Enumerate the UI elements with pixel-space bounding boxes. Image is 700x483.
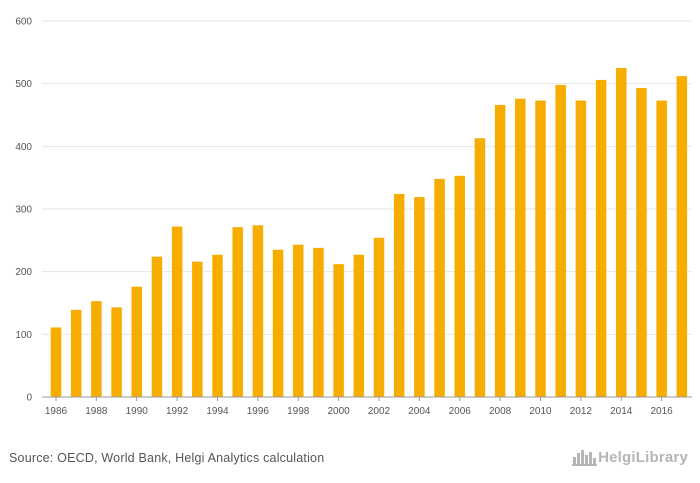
x-tick-label: 1992: [166, 406, 189, 417]
x-tick-label: 1998: [287, 406, 310, 417]
bar-1999[interactable]: [313, 247, 324, 397]
bar-1997[interactable]: [272, 249, 284, 397]
bar-chart: 0 100 200 300 400 500 600 1986 1988 1990 1992 1994…: [15, 17, 692, 417]
bar-2004[interactable]: [414, 197, 425, 397]
bar-2012[interactable]: [575, 100, 587, 397]
x-tick-label: 1988: [85, 406, 108, 417]
bar-2016[interactable]: [656, 100, 667, 397]
bar-2017[interactable]: [676, 76, 688, 398]
x-tick-label: 2008: [489, 406, 512, 417]
bar-2001[interactable]: [353, 254, 365, 397]
bar-1992[interactable]: [171, 226, 183, 397]
bar-1995[interactable]: [232, 227, 243, 397]
x-tick-label: 2014: [610, 406, 633, 417]
y-tick-label: 200: [15, 267, 32, 278]
bar-1990[interactable]: [131, 286, 143, 397]
bar-1998[interactable]: [293, 244, 304, 397]
chart-footer: Source: OECD, World Bank, Helgi Analytic…: [0, 448, 700, 470]
bar-2003[interactable]: [393, 193, 405, 397]
x-tick-label: 2002: [368, 406, 391, 417]
y-tick-label: 600: [15, 17, 32, 28]
bar-1986[interactable]: [50, 327, 62, 397]
x-tick-label: 2004: [408, 406, 431, 417]
bar-2005[interactable]: [434, 178, 445, 397]
x-tick-label: 2000: [328, 406, 351, 417]
x-tick-label: 1990: [126, 406, 149, 417]
bar-2008[interactable]: [494, 104, 506, 397]
brand-name: HelgiLibrary: [598, 448, 688, 466]
x-tick-label: 1994: [206, 406, 229, 417]
bar-1994[interactable]: [212, 254, 223, 397]
source-note: Source: OECD, World Bank, Helgi Analytic…: [9, 451, 325, 465]
bar-2015[interactable]: [636, 88, 647, 398]
bar-1989[interactable]: [111, 307, 122, 397]
bar-2011[interactable]: [555, 84, 566, 398]
brand-logo[interactable]: HelgiLibrary: [572, 448, 688, 466]
x-tick-label: 1996: [247, 406, 270, 417]
bar-2014[interactable]: [616, 68, 627, 397]
city-skyline-icon: [572, 450, 598, 466]
x-tick-label: 2016: [651, 406, 674, 417]
bar-1993[interactable]: [192, 261, 203, 397]
bars: [50, 68, 688, 398]
x-axis: 1986 1988 1990 1992 1994 1996 1998 2000 2002 2004…: [45, 397, 673, 417]
y-axis: 0 100 200 300 400 500 600: [15, 17, 32, 404]
bar-2013[interactable]: [595, 79, 607, 397]
x-tick-label: 2012: [570, 406, 593, 417]
bar-1996[interactable]: [252, 225, 264, 397]
bar-2000[interactable]: [333, 264, 344, 397]
y-tick-label: 300: [15, 205, 32, 216]
y-tick-label: 400: [15, 142, 32, 153]
x-tick-label: 2010: [529, 406, 552, 417]
bar-1991[interactable]: [151, 256, 163, 397]
bar-1988[interactable]: [91, 301, 102, 397]
bar-1987[interactable]: [70, 309, 82, 397]
bar-2009[interactable]: [515, 98, 526, 398]
bar-2002[interactable]: [373, 237, 385, 397]
bar-2007[interactable]: [474, 138, 486, 397]
bar-2006[interactable]: [454, 175, 466, 397]
y-tick-label: 0: [26, 393, 32, 404]
x-tick-label: 1986: [45, 406, 68, 417]
bar-2010[interactable]: [535, 100, 546, 397]
y-tick-label: 100: [15, 330, 32, 341]
y-tick-label: 500: [15, 79, 32, 90]
x-tick-label: 2006: [449, 406, 472, 417]
